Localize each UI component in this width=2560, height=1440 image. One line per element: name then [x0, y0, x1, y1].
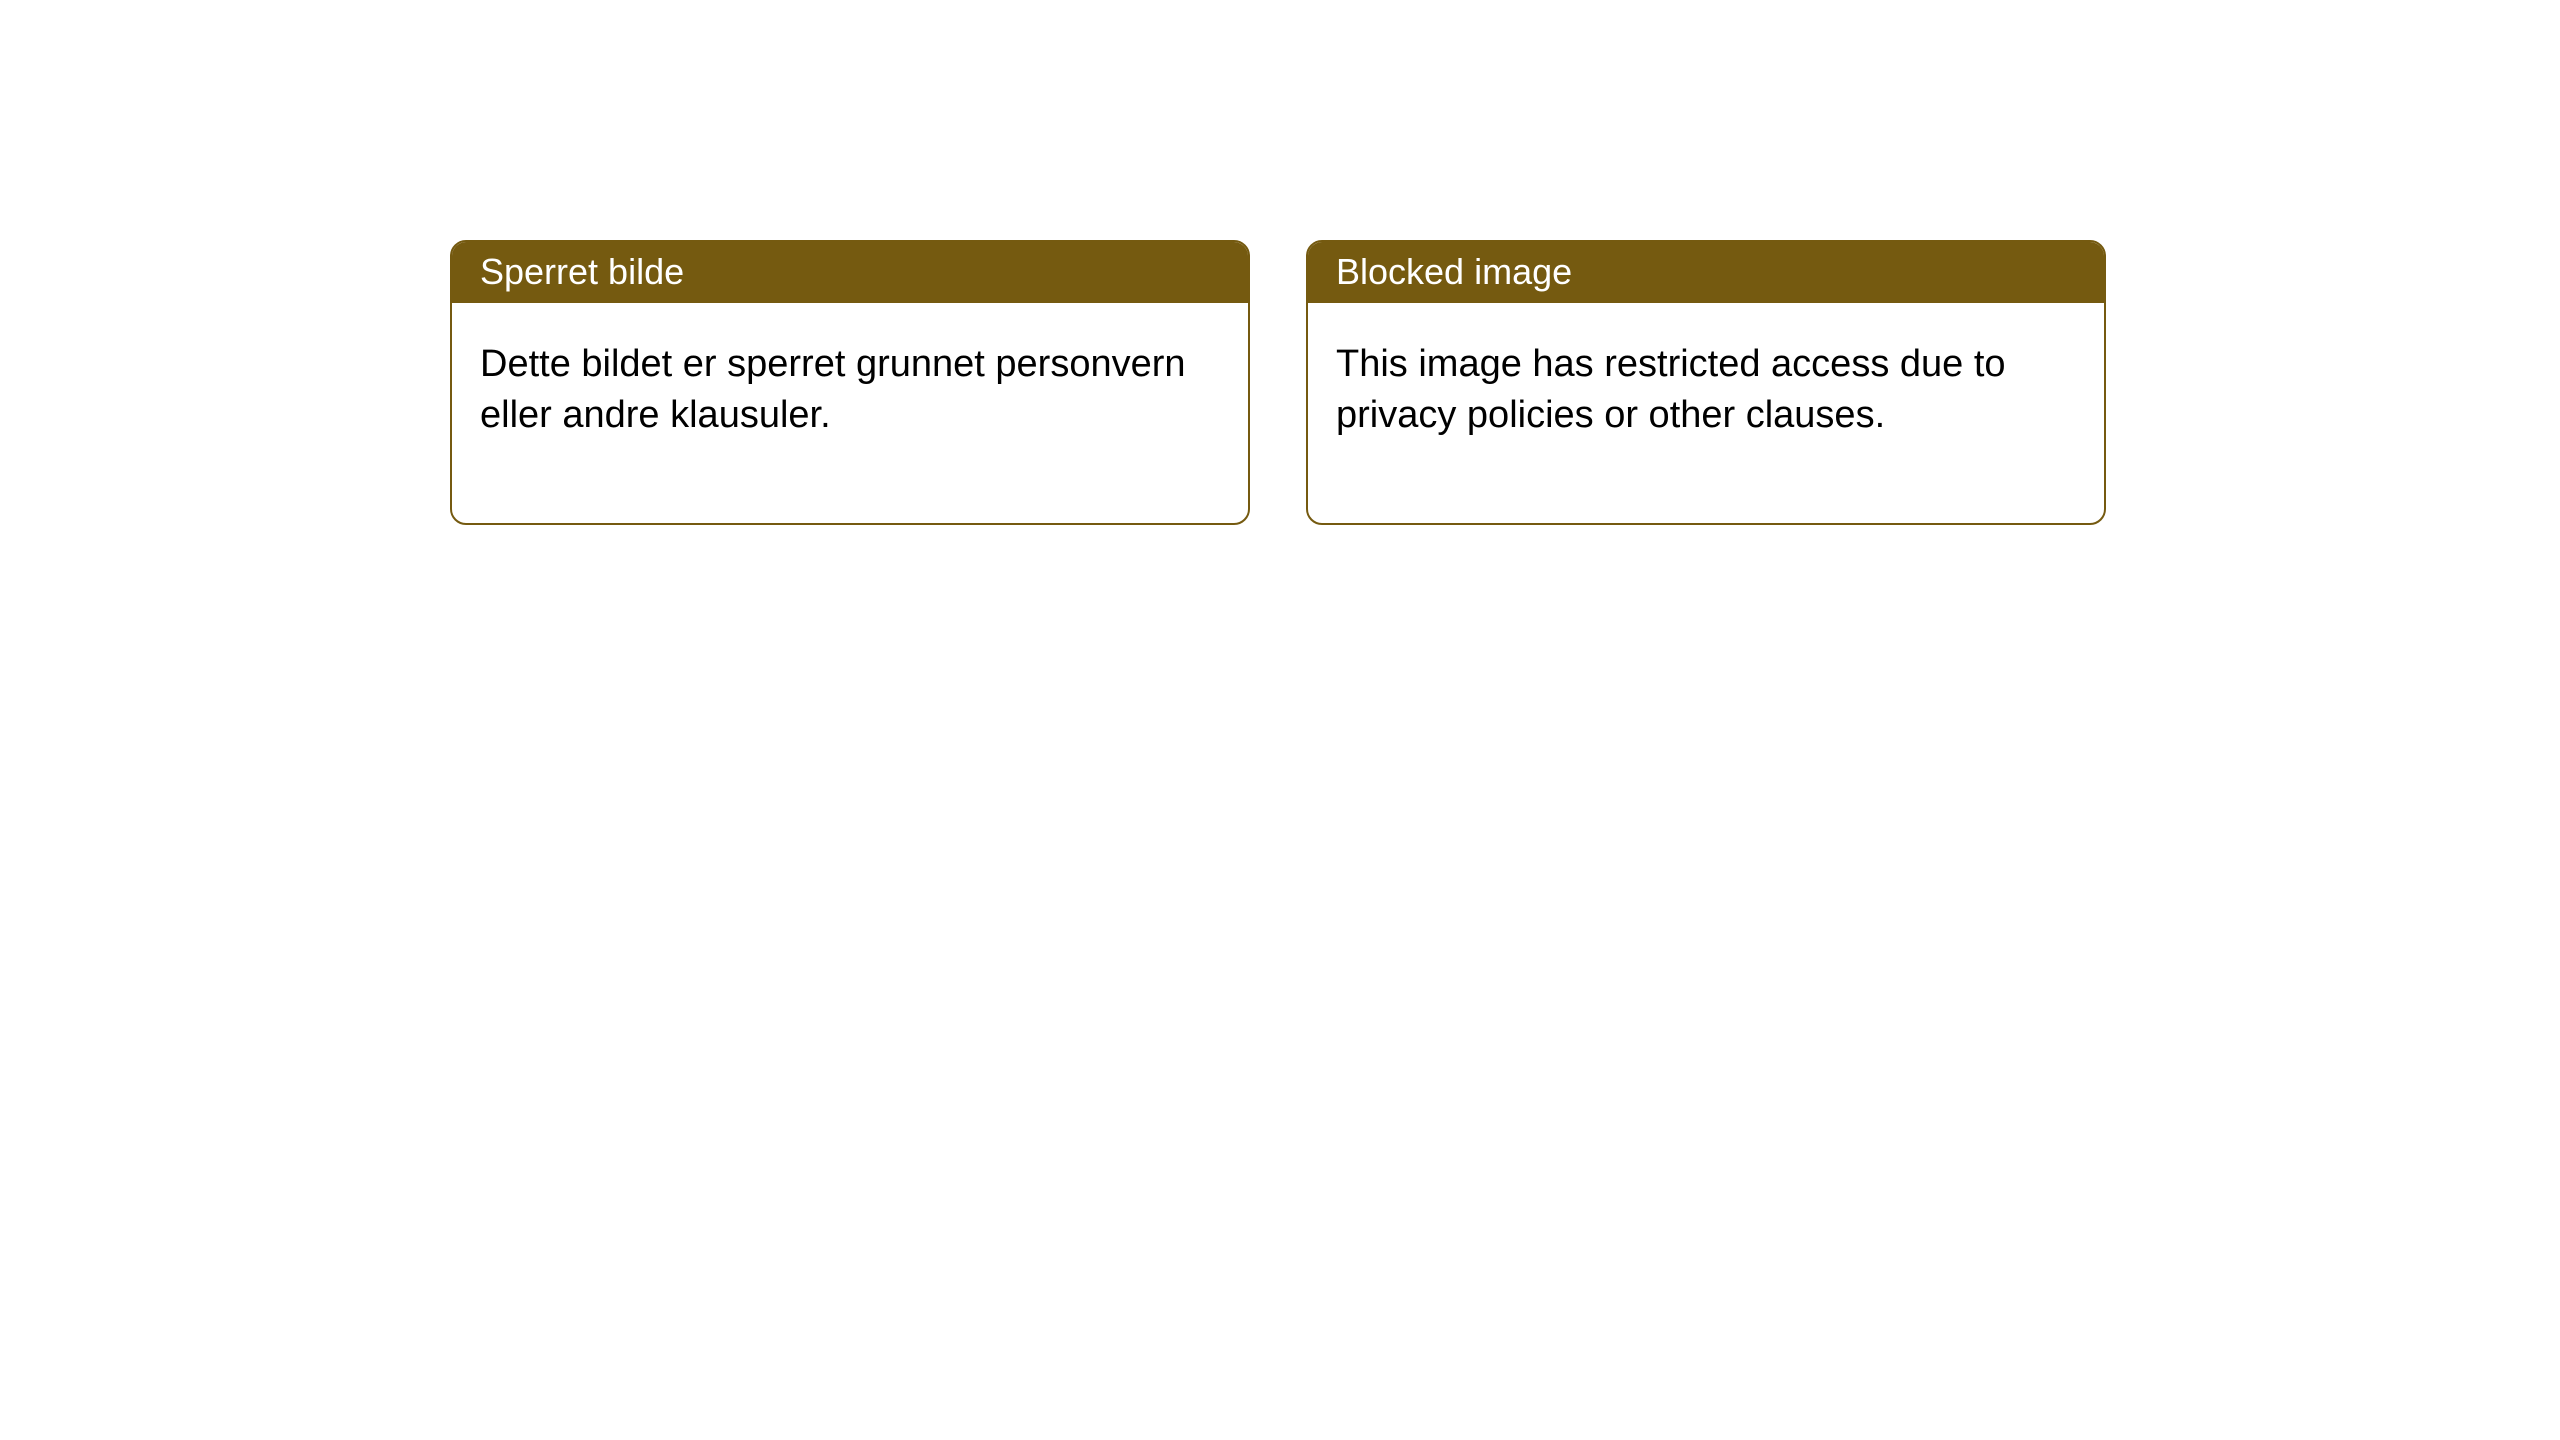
notice-card-title: Sperret bilde [452, 242, 1248, 303]
notice-card-en: Blocked image This image has restricted … [1306, 240, 2106, 525]
notice-card-body: Dette bildet er sperret grunnet personve… [452, 303, 1248, 523]
notice-card-no: Sperret bilde Dette bildet er sperret gr… [450, 240, 1250, 525]
notice-container: Sperret bilde Dette bildet er sperret gr… [0, 0, 2560, 525]
notice-card-body: This image has restricted access due to … [1308, 303, 2104, 523]
notice-card-title: Blocked image [1308, 242, 2104, 303]
